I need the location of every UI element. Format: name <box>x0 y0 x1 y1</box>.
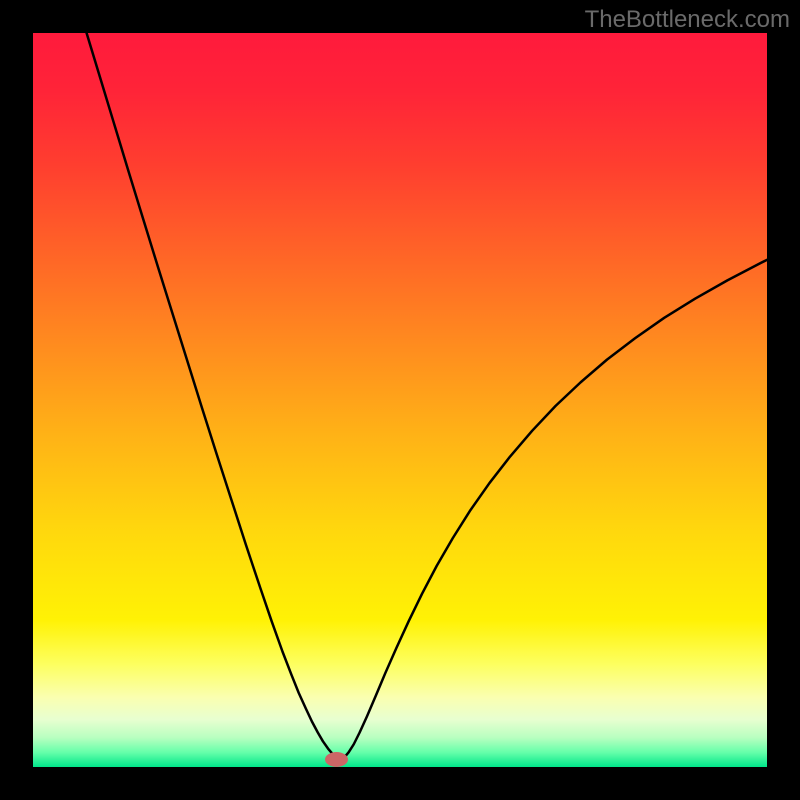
watermark-text: TheBottleneck.com <box>585 6 790 34</box>
bottleneck-marker <box>325 752 348 767</box>
plot-area <box>33 33 767 767</box>
chart-frame: TheBottleneck.com <box>0 0 800 800</box>
bottleneck-curve <box>33 33 767 767</box>
